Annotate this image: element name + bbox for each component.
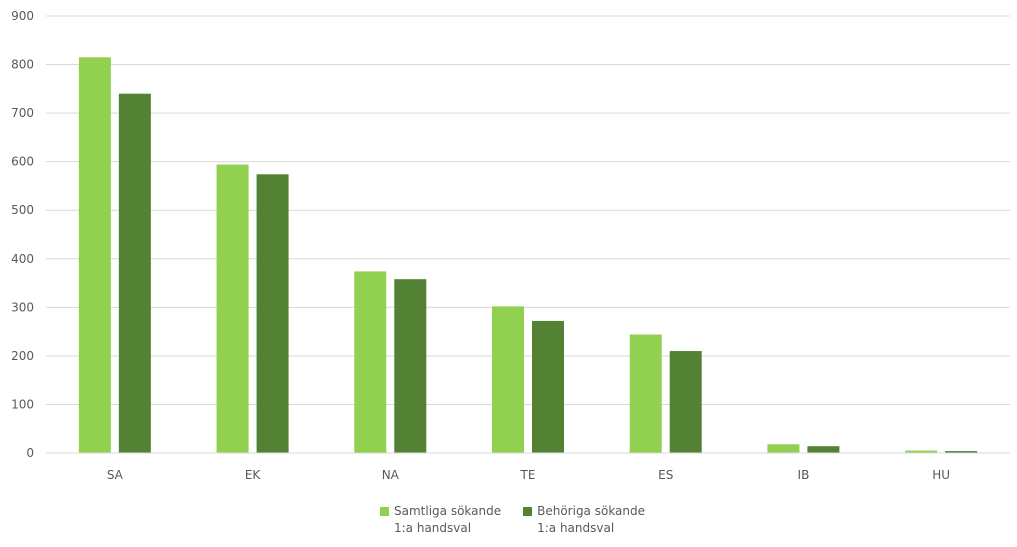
bar-hu-series-2 (945, 451, 978, 453)
y-axis-tick-labels: 0 100 200 300 400 500 600 700 800 900 (11, 9, 34, 460)
bar-na-series-1 (354, 271, 387, 453)
legend-label-samtliga: Samtliga sökande 1:a handsval (394, 504, 502, 535)
x-tick-label: SA (107, 468, 124, 482)
y-tick-label: 200 (11, 349, 34, 363)
bar-es-series-2 (669, 351, 702, 453)
bar-ek-series-2 (256, 174, 289, 453)
gridlines (46, 15, 1010, 405)
y-tick-label: 0 (26, 446, 34, 460)
bar-ib-series-1 (767, 444, 800, 453)
y-tick-label: 900 (11, 9, 34, 23)
y-tick-label: 300 (11, 300, 34, 314)
legend: Samtliga sökande 1:a handsval Behöriga s… (380, 503, 645, 537)
legend-item-samtliga: Samtliga sökande 1:a handsval (380, 503, 501, 537)
y-tick-label: 700 (11, 106, 34, 120)
bar-na-series-2 (394, 279, 427, 453)
y-tick-label: 100 (11, 397, 34, 411)
x-axis-tick-labels: SA EK NA TE ES IB HU (107, 468, 950, 482)
bar-sa-series-1 (78, 57, 111, 454)
legend-label-behoriga: Behöriga sökande 1:a handsval (537, 504, 646, 535)
bar-es-series-1 (629, 334, 662, 453)
bars (78, 57, 978, 454)
y-tick-label: 400 (11, 252, 34, 266)
x-tick-label: NA (382, 468, 400, 482)
legend-swatch-behoriga (523, 507, 533, 516)
x-tick-label: IB (798, 468, 810, 482)
x-tick-label: ES (658, 468, 673, 482)
bar-hu-series-1 (905, 450, 938, 453)
x-tick-label: HU (932, 468, 950, 482)
x-tick-label: TE (520, 468, 536, 482)
bar-te-series-2 (532, 320, 564, 453)
bar-ib-series-2 (807, 446, 840, 453)
bar-te-series-1 (492, 306, 524, 453)
bar-sa-series-2 (118, 93, 151, 453)
y-tick-label: 500 (11, 203, 34, 217)
legend-swatch-samtliga (380, 507, 389, 516)
x-tick-label: EK (245, 468, 262, 482)
legend-item-behoriga: Behöriga sökande 1:a handsval (523, 503, 645, 537)
y-tick-label: 600 (11, 155, 34, 169)
bar-ek-series-1 (216, 164, 249, 453)
y-tick-label: 800 (11, 58, 34, 72)
